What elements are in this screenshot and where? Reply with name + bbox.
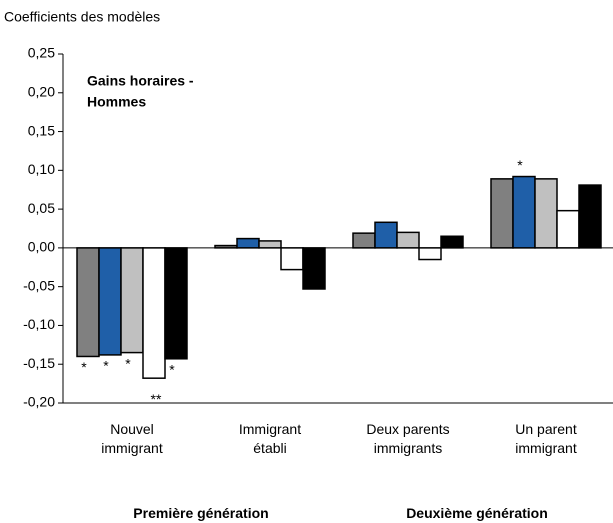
bar [352,232,376,249]
bar [142,247,166,379]
significance-label: * [125,355,131,371]
x-tick-label: Deux parents immigrants [366,421,450,456]
bar [236,237,260,249]
y-tick-label: -0,05 [23,277,55,293]
y-tick-label: -0,15 [23,355,55,371]
bar [76,247,100,358]
group-label: Première génération [133,505,269,521]
y-tick-label: 0,15 [28,122,55,138]
bar [440,235,464,249]
y-axis-label: Coefficients des modèles [4,9,160,25]
significance-label: * [517,157,523,173]
y-tick-label: 0,20 [28,83,55,99]
bar [120,247,144,354]
bar [512,175,536,249]
bar [578,184,602,249]
x-tick-label: Immigrant établi [238,421,302,456]
y-tick-label: 0,00 [28,239,55,255]
bar [302,247,326,290]
bar [280,247,304,271]
bar [490,178,514,249]
y-tick-label: 0,25 [28,45,55,61]
bar [258,240,282,249]
bar [534,178,558,249]
x-tick-label: Un parent immigrant [515,421,577,456]
significance-label: * [169,361,175,377]
bar [374,221,398,249]
significance-label: * [81,359,87,375]
bar [556,209,580,249]
significance-label: * [103,358,109,374]
bar [164,247,188,360]
bar [396,231,420,249]
annotation: Hommes [87,94,146,110]
y-tick-label: 0,05 [28,200,55,216]
annotation: Gains horaires - [87,73,194,89]
bar [98,247,122,356]
y-tick-label: 0,10 [28,161,55,177]
significance-label: ** [151,391,162,407]
x-tick-label: Nouvel immigrant [101,421,163,456]
group-label: Deuxième génération [406,505,548,521]
y-tick-label: -0,10 [23,316,55,332]
bar [418,247,442,261]
y-tick-label: -0,20 [23,394,55,410]
